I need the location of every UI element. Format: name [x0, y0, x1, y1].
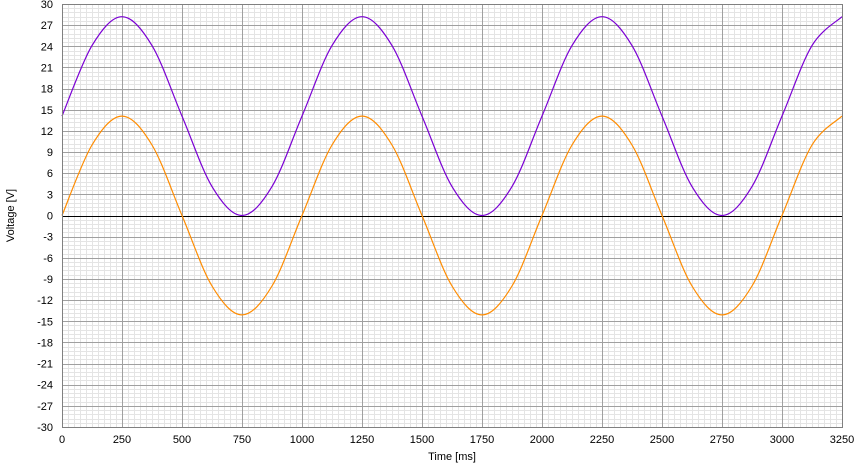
series-line-1: [61, 16, 843, 217]
y-tick-label: -3: [43, 232, 53, 244]
series-group: [61, 16, 843, 316]
minor-grid: [62, 4, 843, 428]
y-tick-label: 21: [41, 62, 53, 74]
x-tick-label: 2000: [530, 434, 554, 446]
x-tick-label: 250: [113, 434, 131, 446]
y-tick-label: 30: [41, 0, 53, 11]
y-axis-label: Voltage [V]: [5, 189, 17, 242]
y-tick-label: 24: [41, 41, 53, 53]
x-tick-label: 3250: [830, 434, 854, 446]
y-tick-label: 0: [47, 211, 53, 223]
plot-frame: [62, 4, 843, 428]
y-tick-label: -12: [37, 295, 53, 307]
x-tick-label: 750: [233, 434, 251, 446]
y-tick-label: 15: [41, 105, 53, 117]
y-tick-label: -15: [37, 316, 53, 328]
x-tick-label: 1500: [410, 434, 434, 446]
y-tick-label: -18: [37, 337, 53, 349]
x-tick-label: 1750: [470, 434, 494, 446]
y-tick-labels: 302724211815129630-3-6-9-12-15-18-21-24-…: [37, 0, 53, 434]
x-tick-labels: 0 250 500 750 1000 1250 1500 1750 2000 2250 2500 27…: [59, 434, 854, 446]
x-tick-label: 1000: [290, 434, 314, 446]
x-tick-label: 2750: [710, 434, 734, 446]
x-tick-label: 2250: [590, 434, 614, 446]
y-tick-label: 9: [47, 147, 53, 159]
y-tick-label: -6: [43, 253, 53, 265]
x-tick-label: 0: [59, 434, 65, 446]
y-tick-label: -21: [37, 359, 53, 371]
y-tick-label: -30: [37, 422, 53, 434]
x-axis-label: Time [ms]: [428, 451, 476, 463]
y-tick-label: 3: [47, 189, 53, 201]
x-tick-label: 1250: [350, 434, 374, 446]
x-tick-label: 500: [173, 434, 191, 446]
y-tick-label: -24: [37, 380, 53, 392]
y-tick-label: 18: [41, 84, 53, 96]
y-tick-label: -27: [37, 401, 53, 413]
series-line-2: [61, 115, 843, 316]
x-tick-label: 3000: [770, 434, 794, 446]
y-tick-label: -9: [43, 274, 53, 286]
x-tick-label: 2500: [650, 434, 674, 446]
y-tick-label: 12: [41, 126, 53, 138]
y-tick-label: 27: [41, 20, 53, 32]
y-tick-label: 6: [47, 168, 53, 180]
